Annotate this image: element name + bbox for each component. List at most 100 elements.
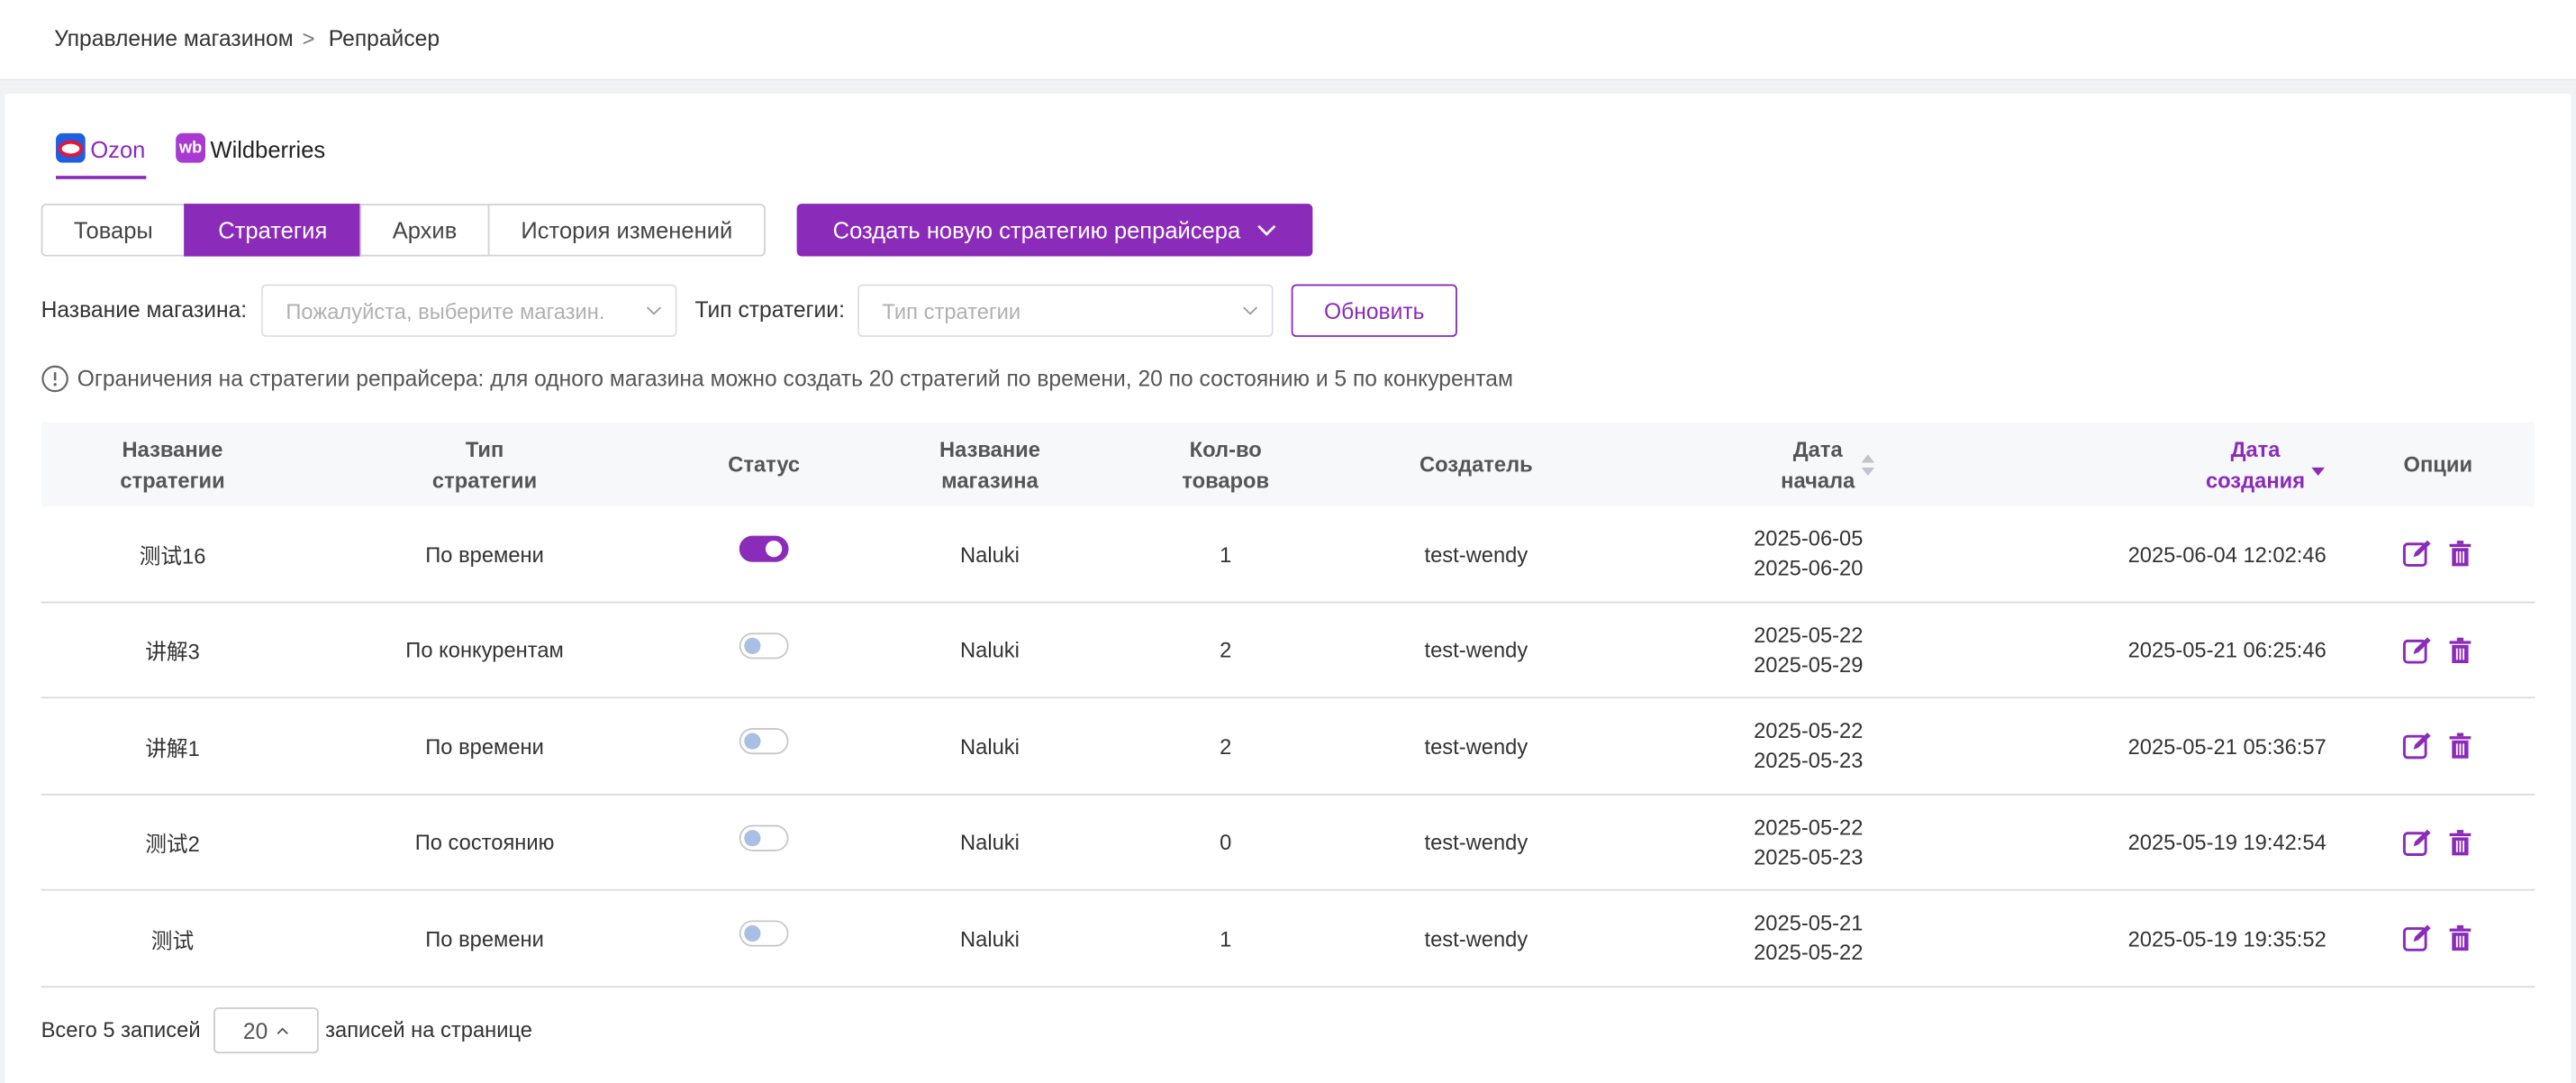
column-title: Опции xyxy=(2403,451,2473,477)
cell-type: По конкурентам xyxy=(405,638,564,663)
wb-icon: wb xyxy=(176,132,205,163)
cell-type: По времени xyxy=(425,542,544,567)
start-date: 2025-05-22 xyxy=(1754,815,1864,840)
delete-button[interactable] xyxy=(2445,924,2475,953)
created-at: 2025-06-04 12:02:46 xyxy=(2127,542,2327,567)
create-strategy-button[interactable]: Создать новую стратегию репрайсера xyxy=(796,204,1313,257)
column-title: Кол-во товаров xyxy=(1182,436,1270,493)
toggle-knob xyxy=(744,733,761,750)
page-size: 20 xyxy=(242,1017,268,1043)
edit-button[interactable] xyxy=(2401,539,2431,569)
toggle-knob xyxy=(744,829,761,846)
table-cell: 讲解1 xyxy=(41,698,304,795)
edit-button[interactable] xyxy=(2401,732,2431,761)
cell-type: По состоянию xyxy=(414,830,555,855)
table-cell: Naluki xyxy=(863,698,1118,795)
cell-creator: test-wendy xyxy=(1424,830,1528,855)
table-cell: Naluki xyxy=(863,795,1118,891)
edit-button[interactable] xyxy=(2401,635,2431,665)
cell-shop: Naluki xyxy=(960,926,1020,951)
column-title: Статус xyxy=(728,451,801,477)
chevron xyxy=(1257,224,1276,236)
platform-tab[interactable]: Ozon xyxy=(90,136,146,163)
column-title: Дата начала xyxy=(1781,436,1855,493)
cell-shop: Naluki xyxy=(960,542,1020,567)
table-cell xyxy=(2341,602,2535,698)
column-header: Кол-во товаров xyxy=(1117,423,1334,506)
table-cell: 2025-06-05 2025-06-20 xyxy=(1619,506,1876,603)
column-title: Название магазина xyxy=(939,436,1040,493)
column-header: Статус xyxy=(666,423,863,506)
table-cell: 2025-05-19 19:42:54 xyxy=(1890,795,2327,891)
table-cell xyxy=(666,506,863,603)
table-cell: 2025-05-22 2025-05-23 xyxy=(1619,795,1876,891)
cell-type: По времени xyxy=(425,733,544,760)
start-date: 2025-05-22 xyxy=(1754,718,1864,743)
created-at: 2025-05-21 05:36:57 xyxy=(2127,733,2327,760)
column-header: Название магазина xyxy=(863,423,1118,506)
cell-shop: Naluki xyxy=(960,733,1020,760)
table-cell xyxy=(2341,506,2535,603)
column-header: Опции xyxy=(2341,423,2535,506)
table-cell: 2025-05-21 05:36:57 xyxy=(1890,698,2327,795)
created-at: 2025-05-19 19:35:52 xyxy=(2127,926,2327,951)
table-cell: Naluki xyxy=(863,891,1118,987)
toggle-knob xyxy=(744,924,761,942)
table-cell: test-wendy xyxy=(1334,891,1619,987)
column-title: Дата создания xyxy=(2205,436,2306,493)
content-card xyxy=(5,93,2571,1083)
table-cell xyxy=(666,698,863,795)
status-toggle[interactable] xyxy=(739,632,789,659)
status-toggle[interactable] xyxy=(739,824,789,851)
row-divider xyxy=(41,793,2535,795)
status-toggle[interactable] xyxy=(739,920,789,947)
page-size-select[interactable]: 20 xyxy=(213,1007,319,1054)
delete-button[interactable] xyxy=(2445,539,2475,569)
cell-count: 1 xyxy=(1220,926,1232,951)
sort-icon[interactable] xyxy=(2310,451,2327,478)
status-toggle[interactable] xyxy=(739,535,789,562)
delete-button[interactable] xyxy=(2445,827,2475,857)
refresh-button[interactable]: Обновить xyxy=(1291,284,1457,337)
end-date: 2025-05-23 xyxy=(1754,748,1864,773)
status-toggle[interactable] xyxy=(739,728,789,755)
type-select[interactable]: Тип стратегии xyxy=(857,284,1274,337)
table-cell: 2025-05-21 2025-05-22 xyxy=(1619,891,1876,987)
delete-button[interactable] xyxy=(2445,732,2475,761)
start-date: 2025-06-05 xyxy=(1754,526,1864,551)
per-page-label: записей на странице xyxy=(325,1017,533,1042)
view-tab[interactable]: Архив xyxy=(359,204,490,257)
chevron xyxy=(1243,306,1258,315)
table-cell: По состоянию xyxy=(304,795,665,891)
delete-button[interactable] xyxy=(2445,635,2475,665)
table-cell: 2 xyxy=(1117,602,1334,698)
table-cell: По времени xyxy=(304,891,665,987)
cell-name: 讲解1 xyxy=(145,735,200,761)
created-at: 2025-05-21 06:25:46 xyxy=(2127,638,2327,663)
edit-button[interactable] xyxy=(2401,827,2431,857)
edit-button[interactable] xyxy=(2401,924,2431,953)
row-divider xyxy=(41,888,2535,891)
table-cell: 2025-05-19 19:35:52 xyxy=(1890,891,2327,987)
table-cell: 2025-05-22 2025-05-29 xyxy=(1619,602,1876,698)
placeholder: Пожалуйста, выберите магазин. xyxy=(286,298,605,323)
cell-creator: test-wendy xyxy=(1424,733,1528,760)
table-cell: test-wendy xyxy=(1334,795,1619,891)
view-tab[interactable]: Стратегия xyxy=(184,204,362,257)
ozon-icon xyxy=(56,132,86,163)
table-cell xyxy=(666,795,863,891)
table-cell xyxy=(2341,795,2535,891)
platform-tab[interactable]: Wildberries xyxy=(210,136,326,163)
toggle-knob xyxy=(765,541,783,558)
sort-icon[interactable] xyxy=(1860,451,1876,478)
view-tab[interactable]: Товары xyxy=(41,204,186,257)
cell-name: 测试 xyxy=(150,928,195,953)
table-cell: 测试 xyxy=(41,891,304,987)
view-tab[interactable]: История изменений xyxy=(487,204,766,257)
table-cell: По времени xyxy=(304,698,665,795)
table-cell: 2 xyxy=(1117,698,1334,795)
created-at: 2025-05-19 19:42:54 xyxy=(2127,830,2327,855)
shop-select[interactable]: Пожалуйста, выберите магазин. xyxy=(261,284,677,337)
breadcrumb-item[interactable]: Управление магазином xyxy=(54,26,294,51)
table-cell: 0 xyxy=(1117,795,1334,891)
